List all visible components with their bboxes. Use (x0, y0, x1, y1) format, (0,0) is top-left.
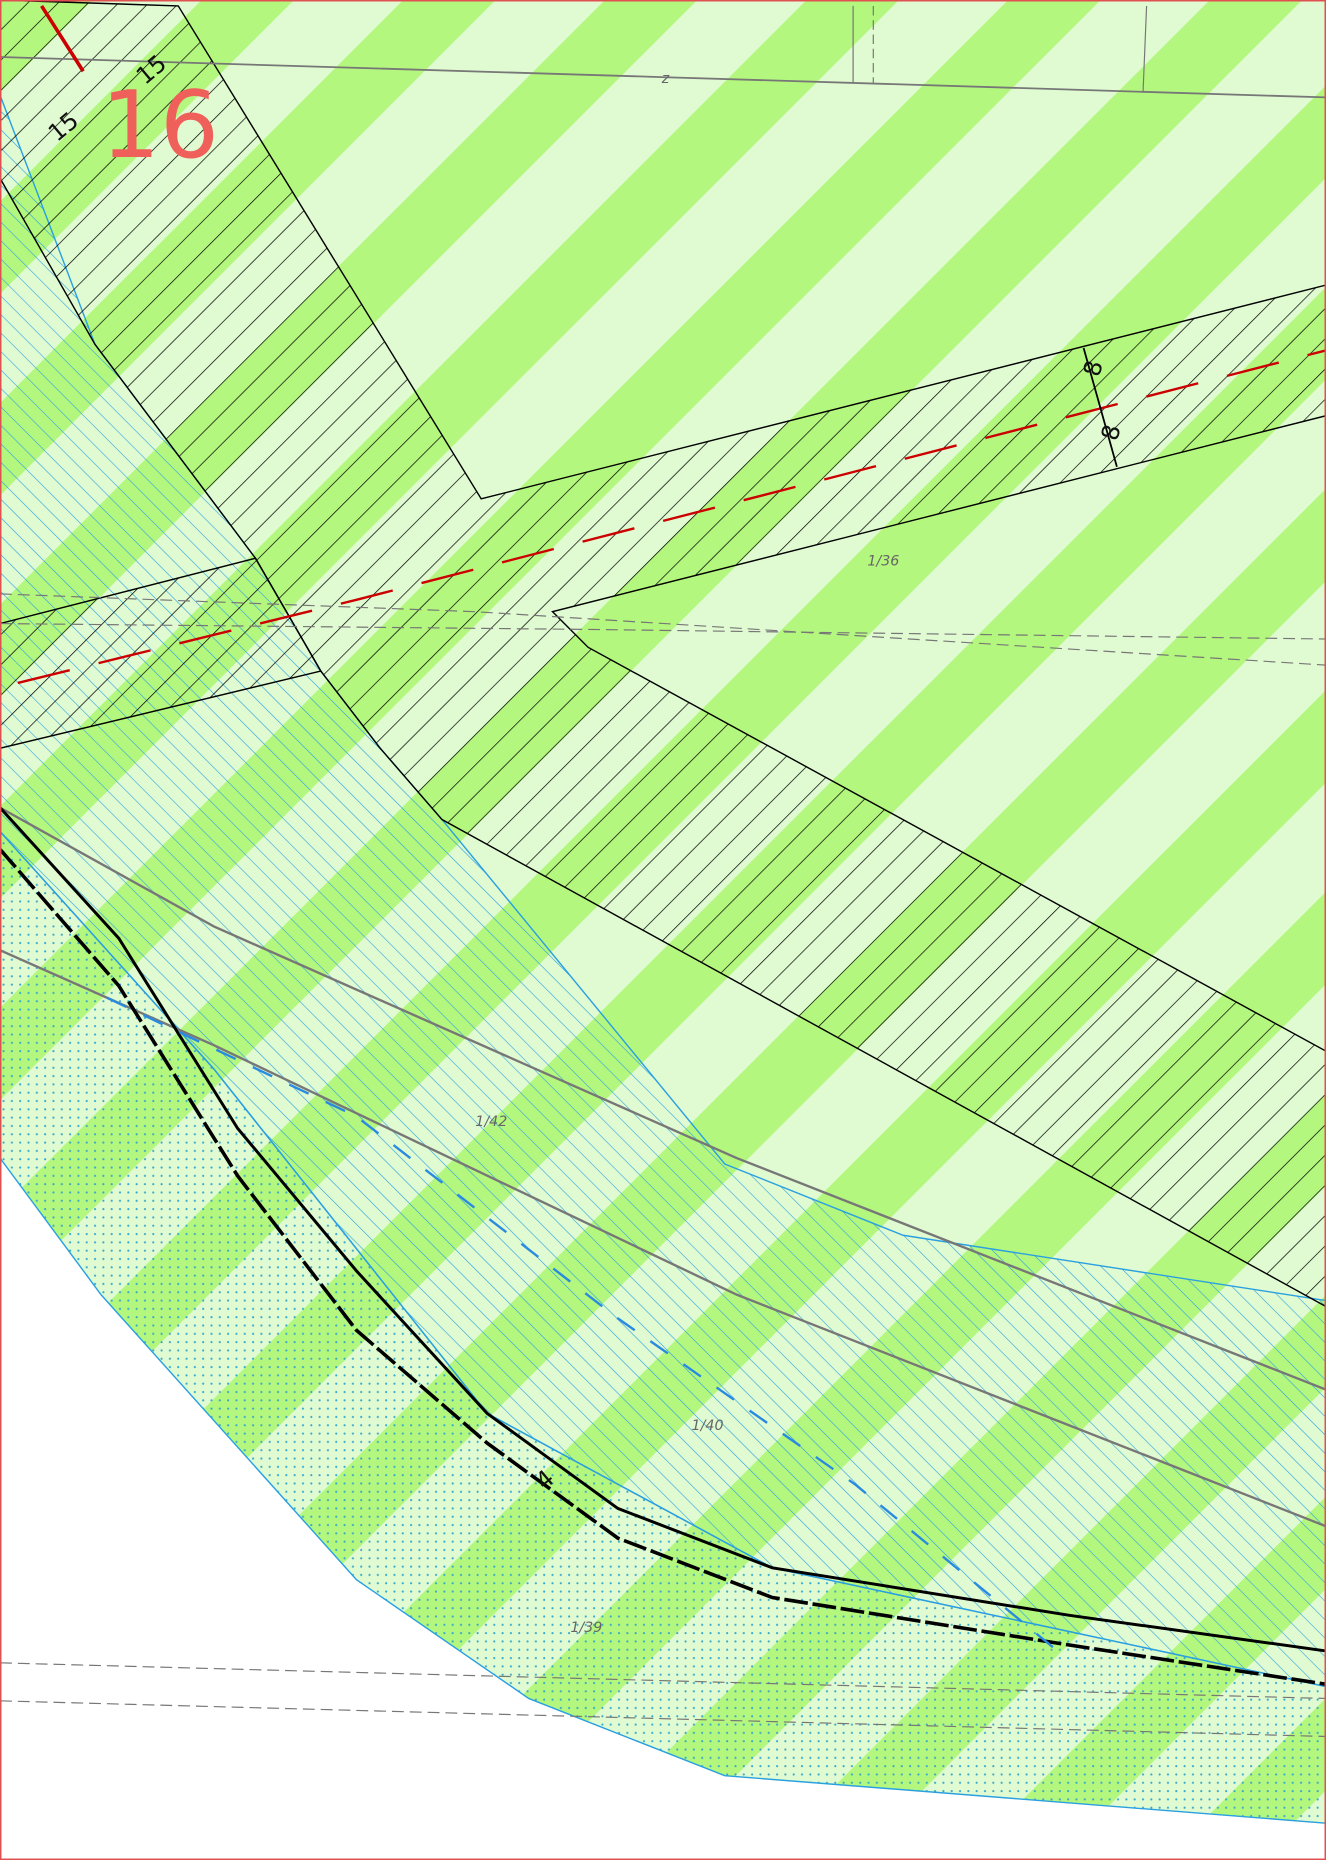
dimension: 8 (1096, 422, 1127, 444)
sheet-number: 16 (101, 71, 219, 179)
lines (0, 4, 1326, 1738)
dimension: 8 (1078, 357, 1109, 379)
parcel-label: 1/42 (475, 1114, 507, 1130)
parcel-label: 1/40 (692, 1418, 724, 1434)
parcel-label: 1/39 (570, 1620, 602, 1636)
parcel-label: 1/36 (867, 553, 899, 569)
mark-label: z (661, 71, 670, 87)
